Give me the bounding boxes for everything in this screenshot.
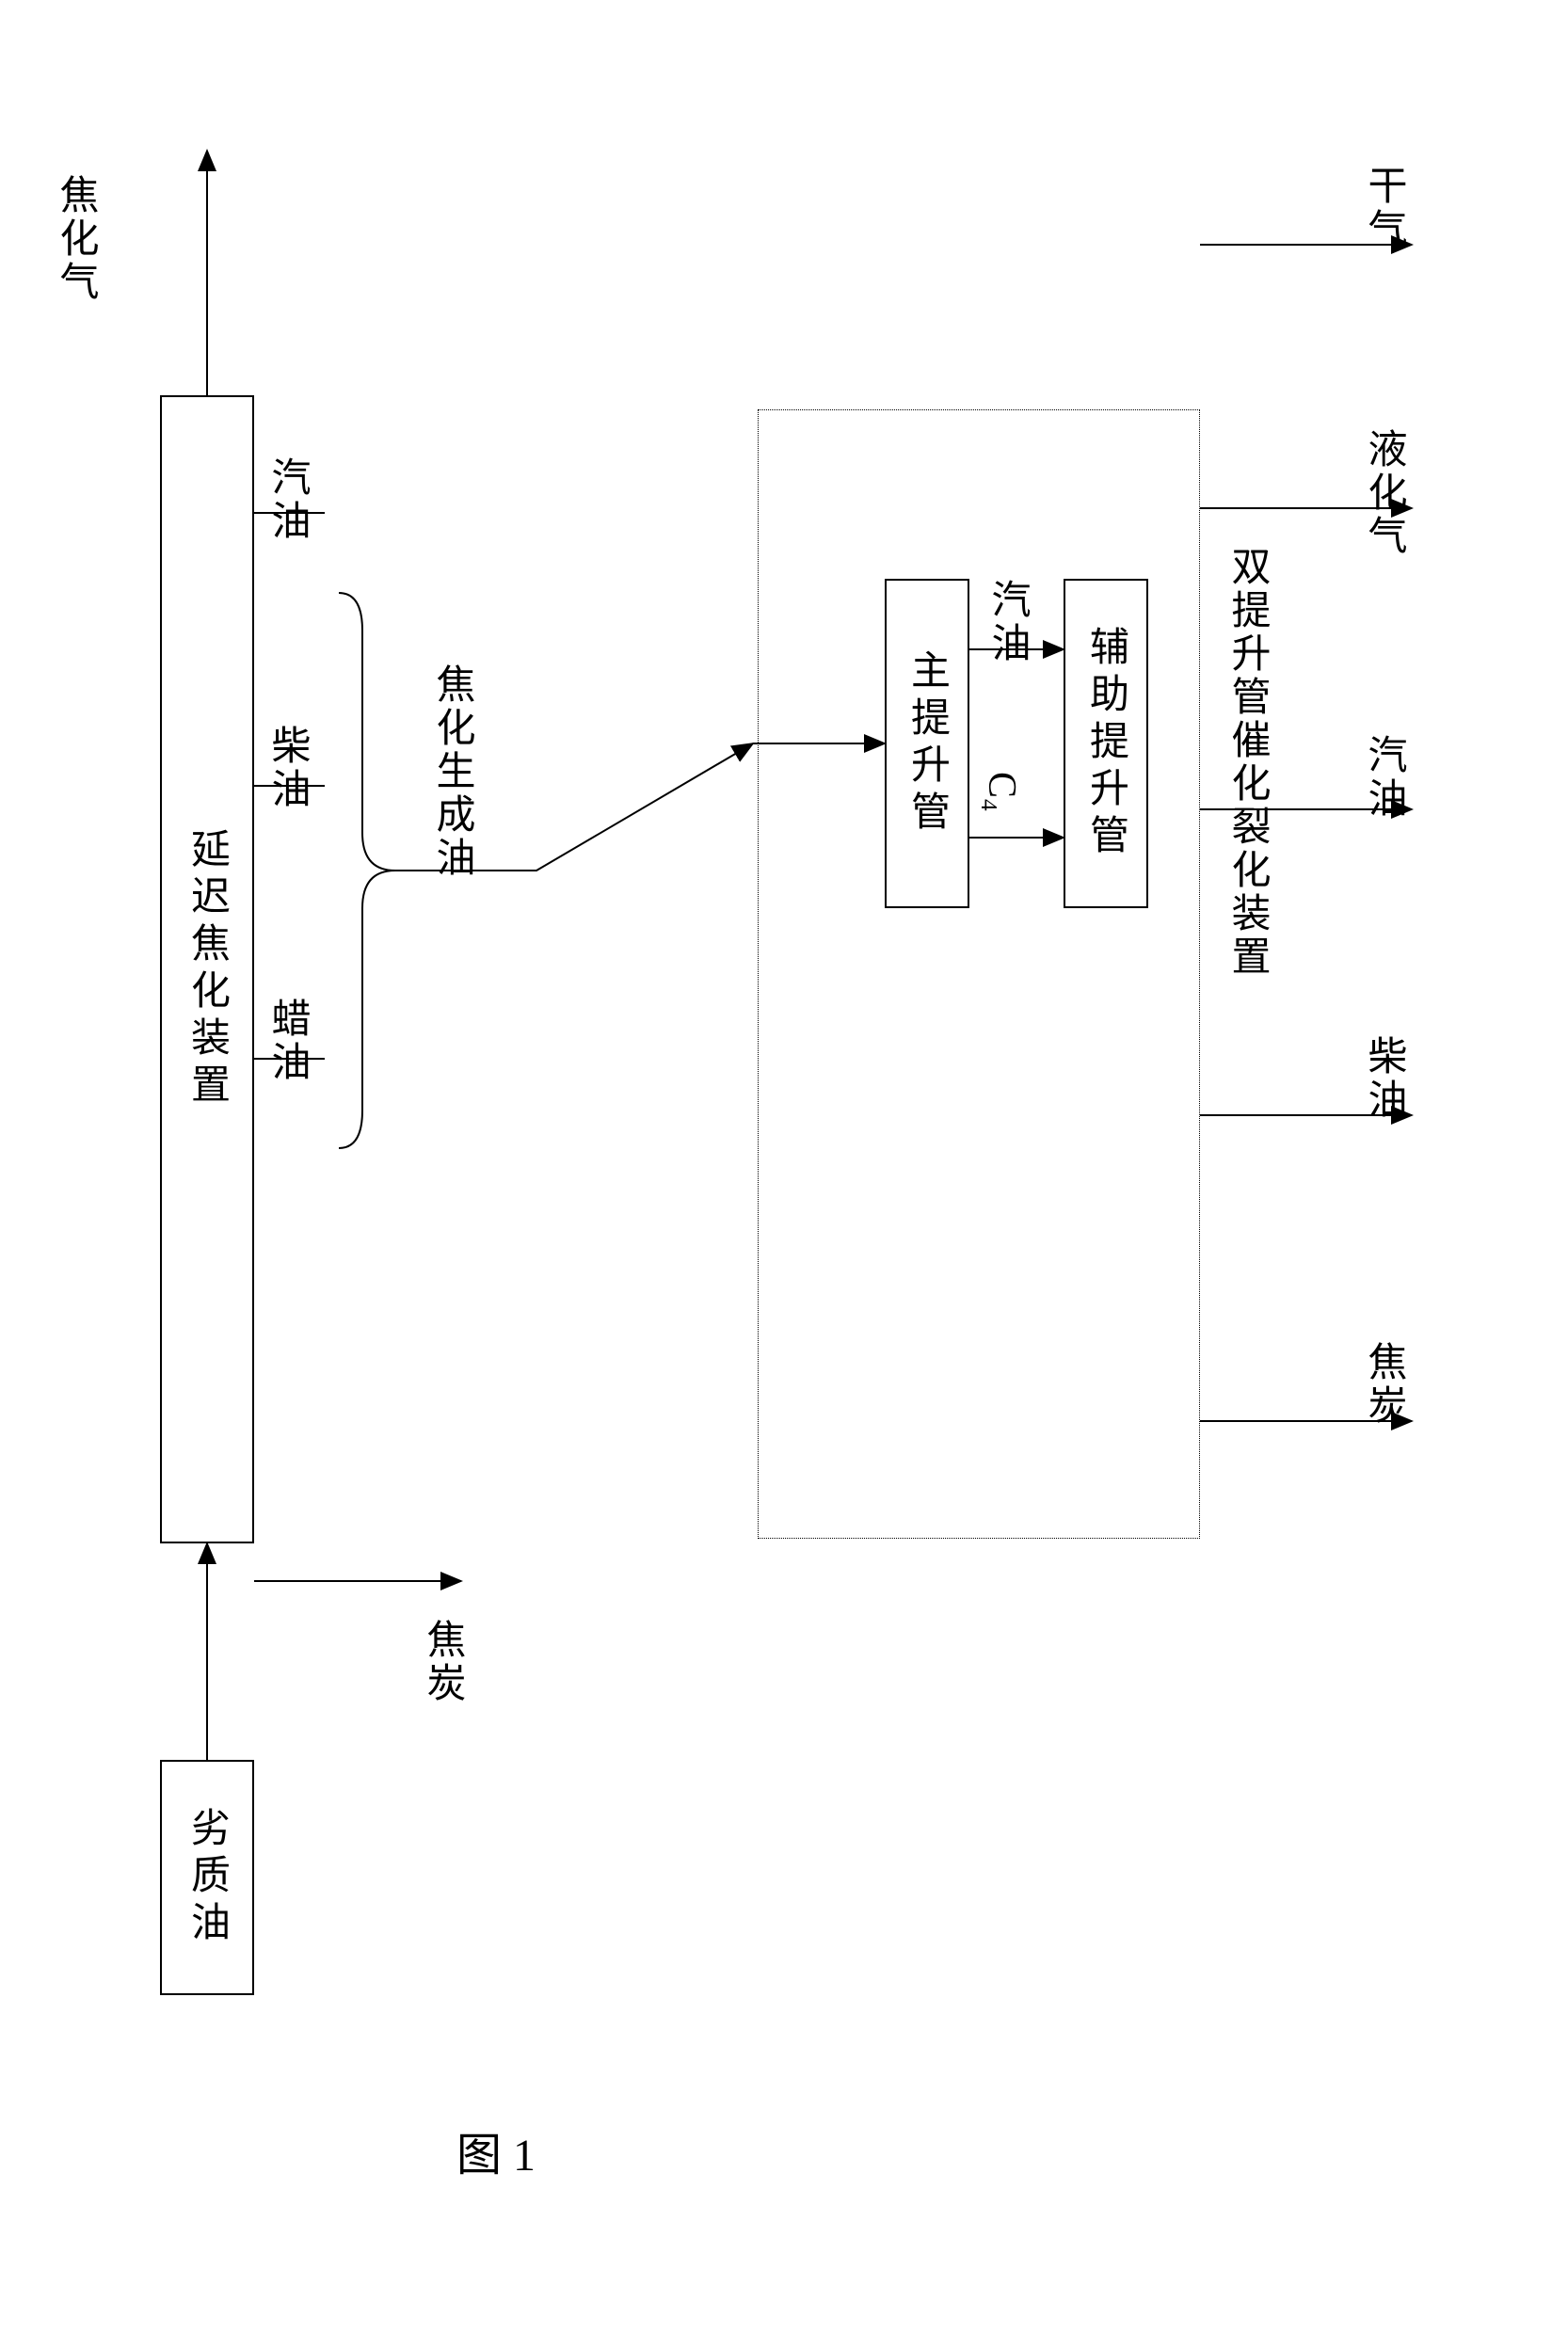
delayed-coker-block: 延迟焦化装置 — [160, 395, 254, 1543]
aux-riser-label: 辅助提升管 — [1078, 626, 1135, 861]
output-gasoline-label: 汽油 — [1355, 734, 1413, 821]
coker-gas-label: 焦化气 — [47, 174, 104, 304]
figure-caption: 图 1 — [456, 2117, 536, 2183]
coker-oil-stream-label: 焦化生成油 — [424, 663, 481, 880]
coker-diesel-label: 柴油 — [259, 725, 316, 811]
main-riser-block: 主提升管 — [885, 579, 969, 908]
dual-riser-unit-label: 双提升管催化裂化装置 — [1219, 546, 1276, 979]
output-coke-label: 焦炭 — [1355, 1341, 1413, 1428]
aux-riser-block: 辅助提升管 — [1064, 579, 1148, 908]
process-flow-diagram: 劣质油 延迟焦化装置 主提升管 辅助提升管 焦化气 汽油 柴油 蜡油 焦炭 焦化… — [47, 94, 1521, 2023]
c4-label: C₄ — [979, 772, 1024, 812]
output-lpg-label: 液化气 — [1355, 428, 1413, 558]
coker-label: 延迟焦化装置 — [179, 828, 236, 1111]
coker-gasoline-label: 汽油 — [259, 456, 316, 543]
coker-coke-label: 焦炭 — [414, 1619, 472, 1705]
feedstock-block: 劣质油 — [160, 1760, 254, 1995]
coker-wax-oil-label: 蜡油 — [259, 998, 316, 1084]
output-dry-gas-label: 干气 — [1355, 165, 1413, 251]
mid-gasoline-label: 汽油 — [979, 579, 1036, 665]
main-riser-label: 主提升管 — [899, 649, 956, 838]
feedstock-label: 劣质油 — [179, 1807, 236, 1948]
output-diesel-label: 柴油 — [1355, 1035, 1413, 1122]
